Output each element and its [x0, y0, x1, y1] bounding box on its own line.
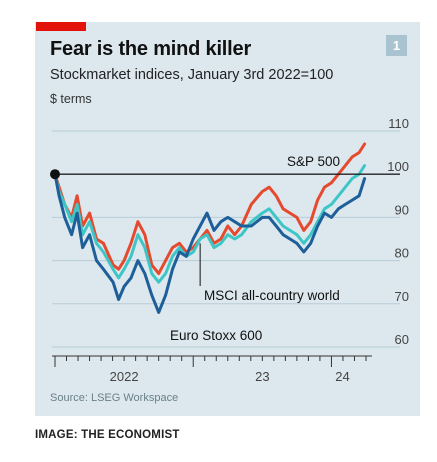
- chart-title: Fear is the mind killer: [50, 38, 252, 60]
- x-tick-label-24: 24: [335, 369, 349, 384]
- unit-label: $ terms: [50, 92, 92, 106]
- series-label-msci: MSCI all-country world: [204, 288, 340, 303]
- series-label-sp500: S&P 500: [287, 154, 340, 169]
- image-credit: IMAGE: THE ECONOMIST: [35, 429, 180, 441]
- tick-labels: 60 70 80 90 100 110 2022 23 24: [110, 116, 409, 384]
- economist-red-tag: [36, 22, 86, 31]
- start-marker: [50, 169, 60, 180]
- series-line-0: [53, 142, 367, 276]
- series-lines: [50, 142, 400, 314]
- x-axis: [52, 355, 372, 367]
- chart-number-badge: 1: [386, 35, 407, 56]
- y-tick-label-100: 100: [387, 159, 409, 174]
- series-label-euro-stoxx: Euro Stoxx 600: [170, 328, 262, 343]
- series-line-1: [53, 164, 367, 284]
- x-tick-label-23: 23: [255, 369, 269, 384]
- y-tick-label-110: 110: [388, 116, 409, 131]
- x-tick-label-2022: 2022: [110, 369, 139, 384]
- y-tick-label-70: 70: [395, 289, 409, 304]
- y-tick-label-90: 90: [395, 202, 409, 217]
- chart-subtitle: Stockmarket indices, January 3rd 2022=10…: [50, 67, 334, 83]
- y-tick-label-60: 60: [395, 332, 409, 347]
- series-line-2: [53, 172, 367, 314]
- source-note: Source: LSEG Workspace: [50, 392, 179, 404]
- annotations: S&P 500 MSCI all-country world Euro Stoxx …: [170, 154, 340, 343]
- y-tick-label-80: 80: [395, 246, 409, 261]
